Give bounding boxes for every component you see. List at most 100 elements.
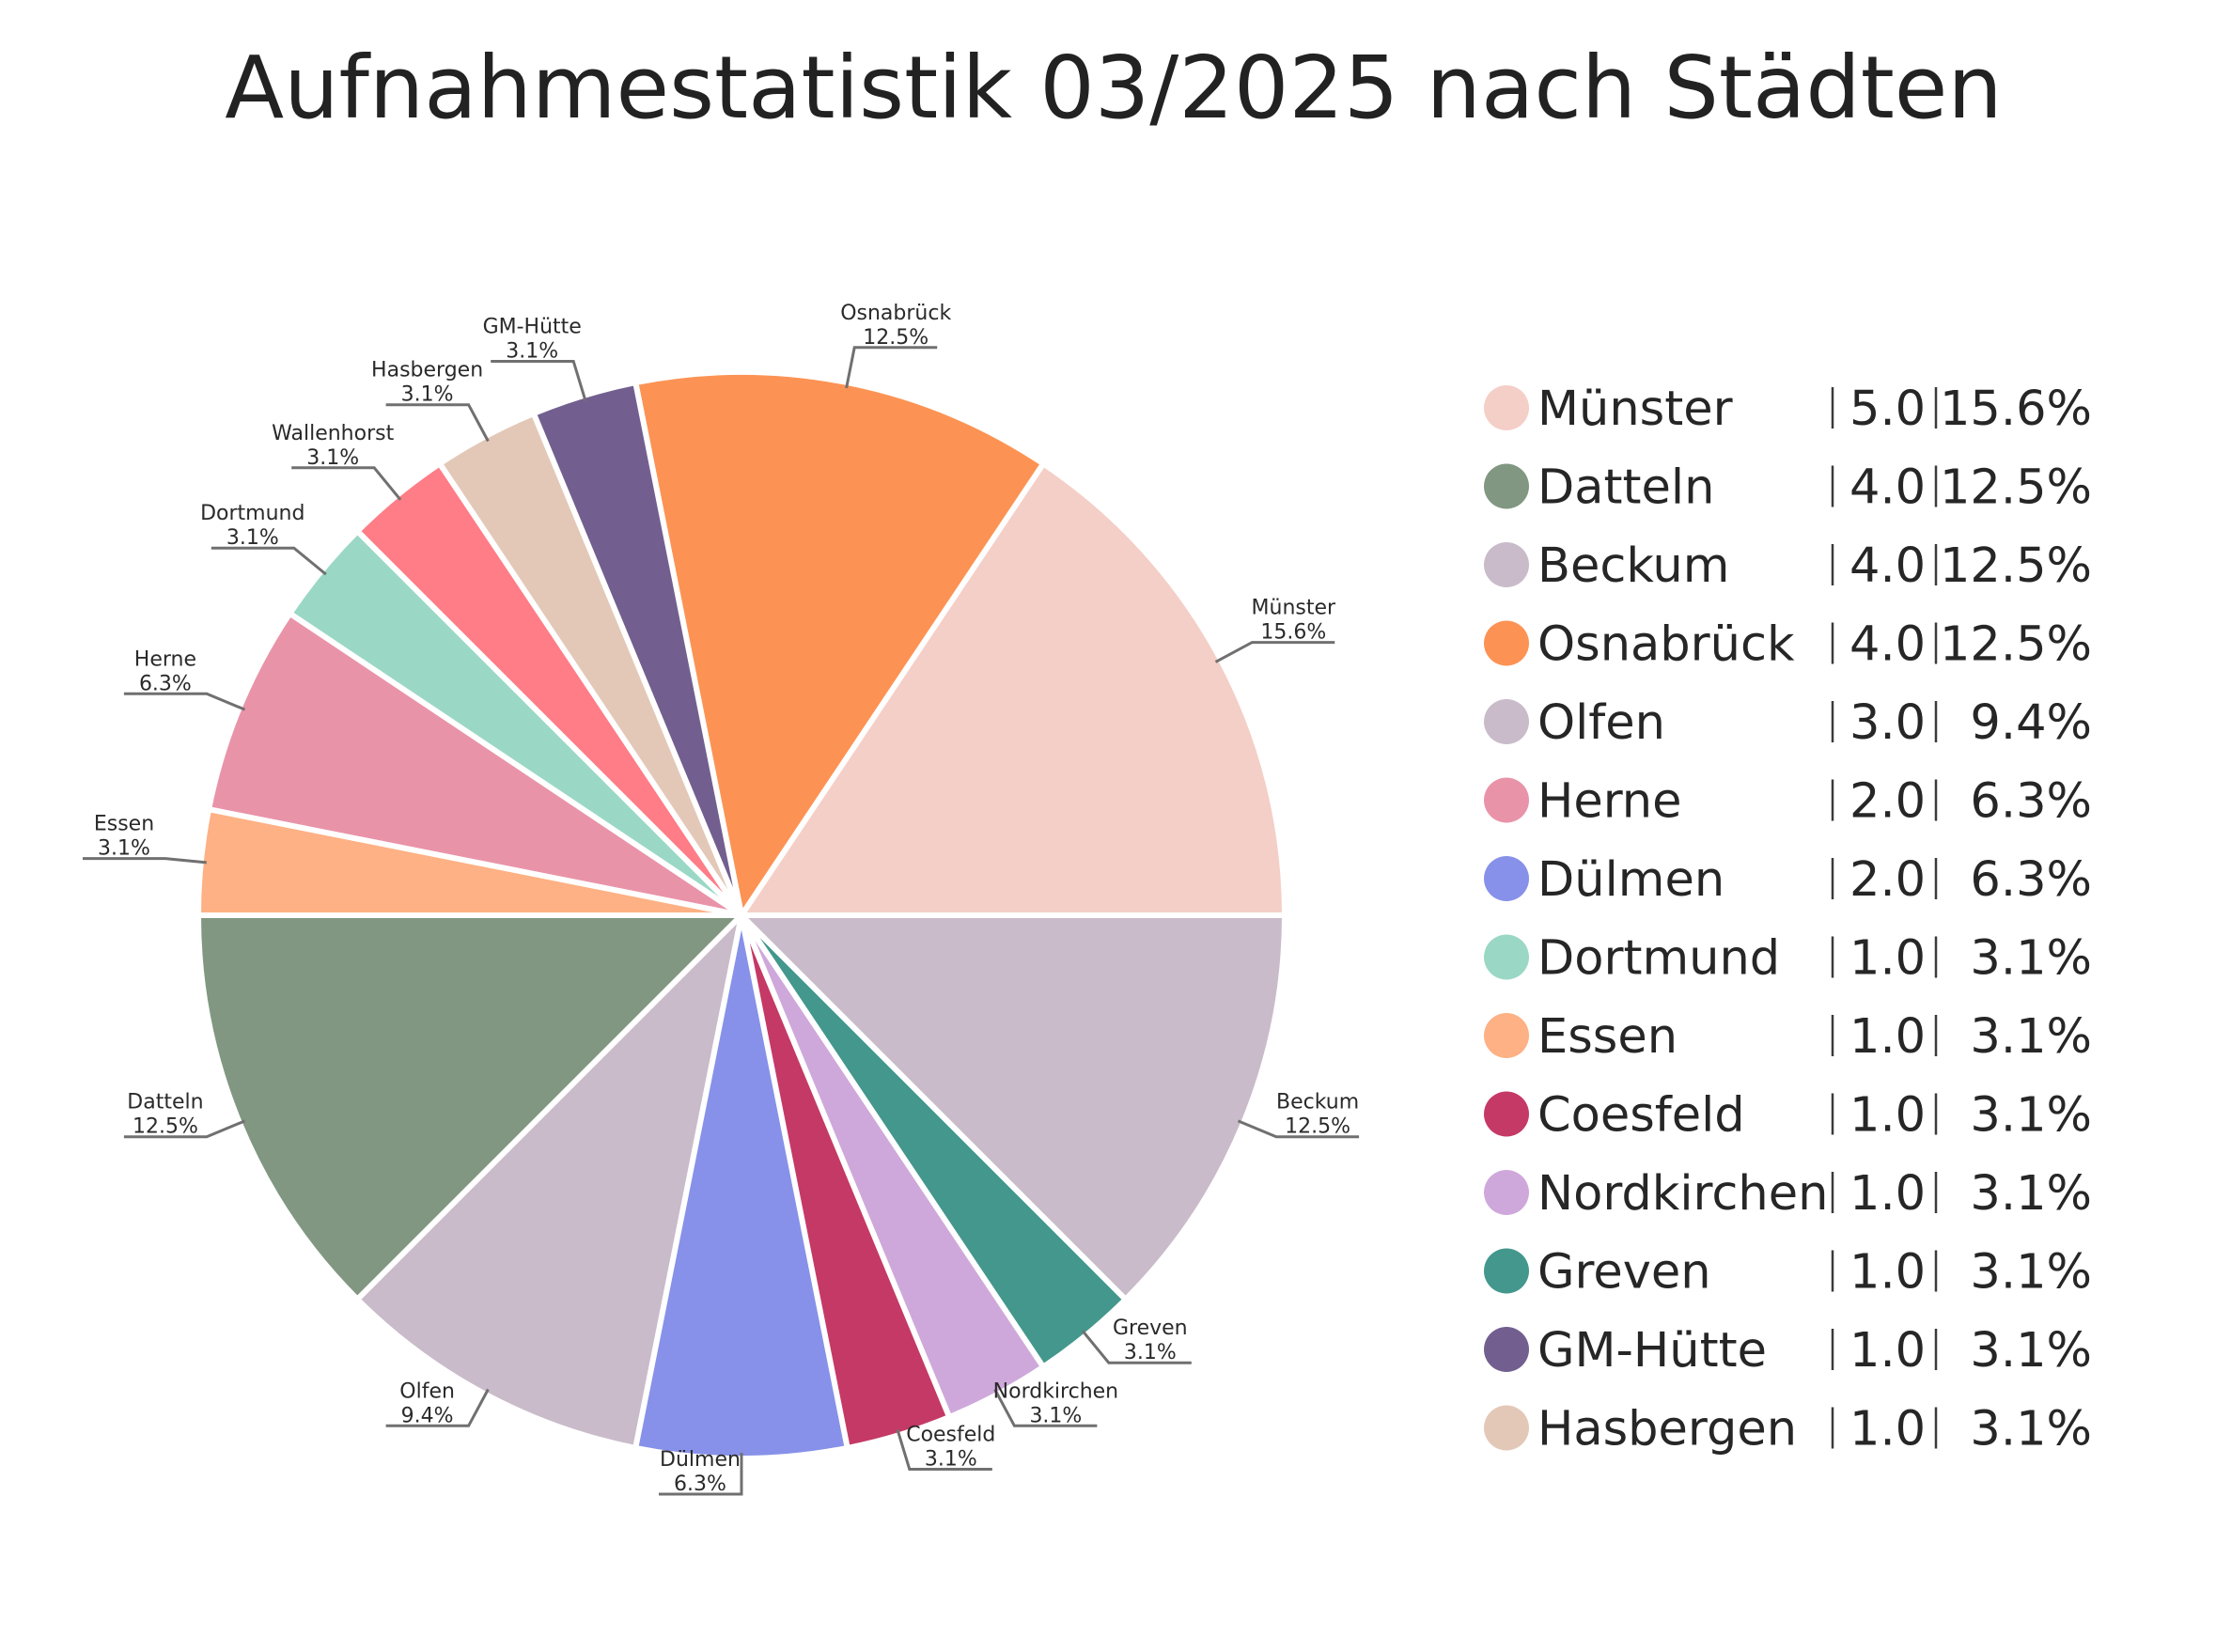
legend-value-dortmund: 1.0 [1849,931,1926,987]
legend-label-datteln: Datteln [1537,460,1714,516]
legend-percent-dortmund: 3.1% [1970,931,2092,987]
legend-label-gm-huette: GM-Hütte [1537,1323,1767,1379]
slice-percent-osnabrueck: 12.5% [863,326,929,350]
slice-percent-olfen: 9.4% [401,1404,454,1427]
slice-percent-dortmund: 3.1% [226,526,279,550]
leader-line-coesfeld [896,1428,992,1471]
legend-percent-herne: 6.3% [1970,774,2092,830]
legend-swatch-greven [1484,1248,1529,1294]
legend-label-muenster: Münster [1537,382,1733,437]
slice-label-nordkirchen: Nordkirchen [993,1379,1118,1403]
legend-percent-nordkirchen: 3.1% [1970,1166,2092,1222]
legend-percent-olfen: 9.4% [1970,695,2092,751]
legend-value-olfen: 3.0 [1849,695,1926,751]
legend-label-dortmund: Dortmund [1537,931,1780,987]
chart-title: Aufnahmestatistik 03/2025 nach Städten [225,38,2002,138]
pie-slices [195,369,1287,1461]
leader-line-essen [83,857,207,865]
slice-label-datteln: Datteln [127,1091,203,1114]
legend-percent-osnabrueck: 12.5% [1940,617,2092,673]
leader-line-muenster [1214,641,1335,663]
legend-label-herne: Herne [1537,774,1682,830]
legend-value-hasbergen: 1.0 [1849,1402,1926,1457]
legend-percent-datteln: 12.5% [1940,460,2092,516]
leader-line-herne [123,692,246,711]
legend-swatch-duelmen [1484,856,1529,901]
legend-value-nordkirchen: 1.0 [1849,1166,1926,1222]
slice-percent-muenster: 15.6% [1260,621,1326,645]
legend-label-nordkirchen: Nordkirchen [1537,1166,1828,1222]
legend-percent-duelmen: 6.3% [1970,852,2092,908]
slice-label-duelmen: Dülmen [660,1448,741,1472]
slice-percent-greven: 3.1% [1124,1341,1177,1364]
slice-label-wallenhorst: Wallenhorst [272,422,394,445]
slice-leader-lines [83,346,1360,1496]
leader-line-beckum [1237,1119,1360,1139]
leader-line-nordkirchen [993,1388,1098,1427]
legend-swatch-essen [1484,1013,1529,1058]
legend-swatch-olfen [1484,699,1529,744]
legend-value-coesfeld: 1.0 [1849,1088,1926,1144]
legend-label-osnabrueck: Osnabrück [1537,617,1795,673]
legend-percent-coesfeld: 3.1% [1970,1088,2092,1144]
slice-percent-essen: 3.1% [98,837,150,861]
legend-swatch-dortmund [1484,934,1529,980]
legend-value-beckum: 4.0 [1849,538,1926,594]
leader-line-olfen [385,1388,490,1427]
leader-line-datteln [123,1119,246,1139]
legend-swatch-beckum [1484,542,1529,587]
leader-line-gm-huette [491,360,587,402]
legend-label-beckum: Beckum [1537,538,1729,594]
legend-label-hasbergen: Hasbergen [1537,1402,1797,1457]
legend-swatch-muenster [1484,385,1529,430]
legend-value-essen: 1.0 [1849,1009,1926,1065]
slice-label-gm-huette: GM-Hütte [483,316,582,339]
slice-label-hasbergen: Hasbergen [371,359,483,382]
leader-line-osnabrueck [845,346,938,389]
legend-value-datteln: 4.0 [1849,460,1926,516]
slice-labels: Münster15.6%Osnabrück12.5%GM-Hütte3.1%Ha… [94,302,1359,1496]
slice-percent-coesfeld: 3.1% [925,1448,977,1472]
leader-line-duelmen [659,1453,743,1496]
legend-value-osnabrueck: 4.0 [1849,617,1926,673]
legend-swatch-gm-huette [1484,1327,1529,1372]
slice-percent-herne: 6.3% [139,672,192,695]
slice-percent-duelmen: 6.3% [674,1473,726,1496]
legend-percent-essen: 3.1% [1970,1009,2092,1065]
legend-label-greven: Greven [1537,1245,1711,1301]
leader-line-hasbergen [385,403,490,443]
legend-value-gm-huette: 1.0 [1849,1323,1926,1379]
legend-label-essen: Essen [1537,1009,1678,1065]
slice-label-osnabrueck: Osnabrück [840,302,951,325]
slice-percent-beckum: 12.5% [1285,1115,1350,1139]
slice-percent-wallenhorst: 3.1% [306,446,359,470]
legend-swatch-hasbergen [1484,1405,1529,1451]
legend-value-greven: 1.0 [1849,1245,1926,1301]
leader-line-wallenhorst [291,466,402,501]
legend-swatch-herne [1484,777,1529,823]
slice-label-greven: Greven [1113,1317,1188,1340]
legend-label-duelmen: Dülmen [1537,852,1724,908]
slice-percent-hasbergen: 3.1% [401,383,454,407]
legend-swatch-datteln [1484,463,1529,509]
slice-label-herne: Herne [134,647,196,671]
slice-percent-datteln: 12.5% [133,1115,198,1139]
legend-percent-hasbergen: 3.1% [1970,1402,2092,1457]
legend-label-coesfeld: Coesfeld [1537,1088,1745,1144]
leader-line-dortmund [211,546,327,576]
legend: Münster 5.0 15.6%Datteln 4.0 12.5%Beckum 4.0 1… [1484,382,2092,1457]
slice-label-olfen: Olfen [399,1379,455,1403]
slice-label-essen: Essen [94,813,154,836]
slice-percent-nordkirchen: 3.1% [1029,1404,1082,1427]
legend-swatch-osnabrueck [1484,620,1529,666]
legend-value-muenster: 5.0 [1849,382,1926,437]
legend-percent-gm-huette: 3.1% [1970,1323,2092,1379]
legend-percent-muenster: 15.6% [1940,382,2092,437]
slice-label-beckum: Beckum [1276,1091,1359,1114]
leader-line-greven [1081,1330,1192,1364]
legend-swatch-nordkirchen [1484,1170,1529,1215]
slice-label-dortmund: Dortmund [200,502,304,525]
slice-percent-gm-huette: 3.1% [506,340,558,364]
